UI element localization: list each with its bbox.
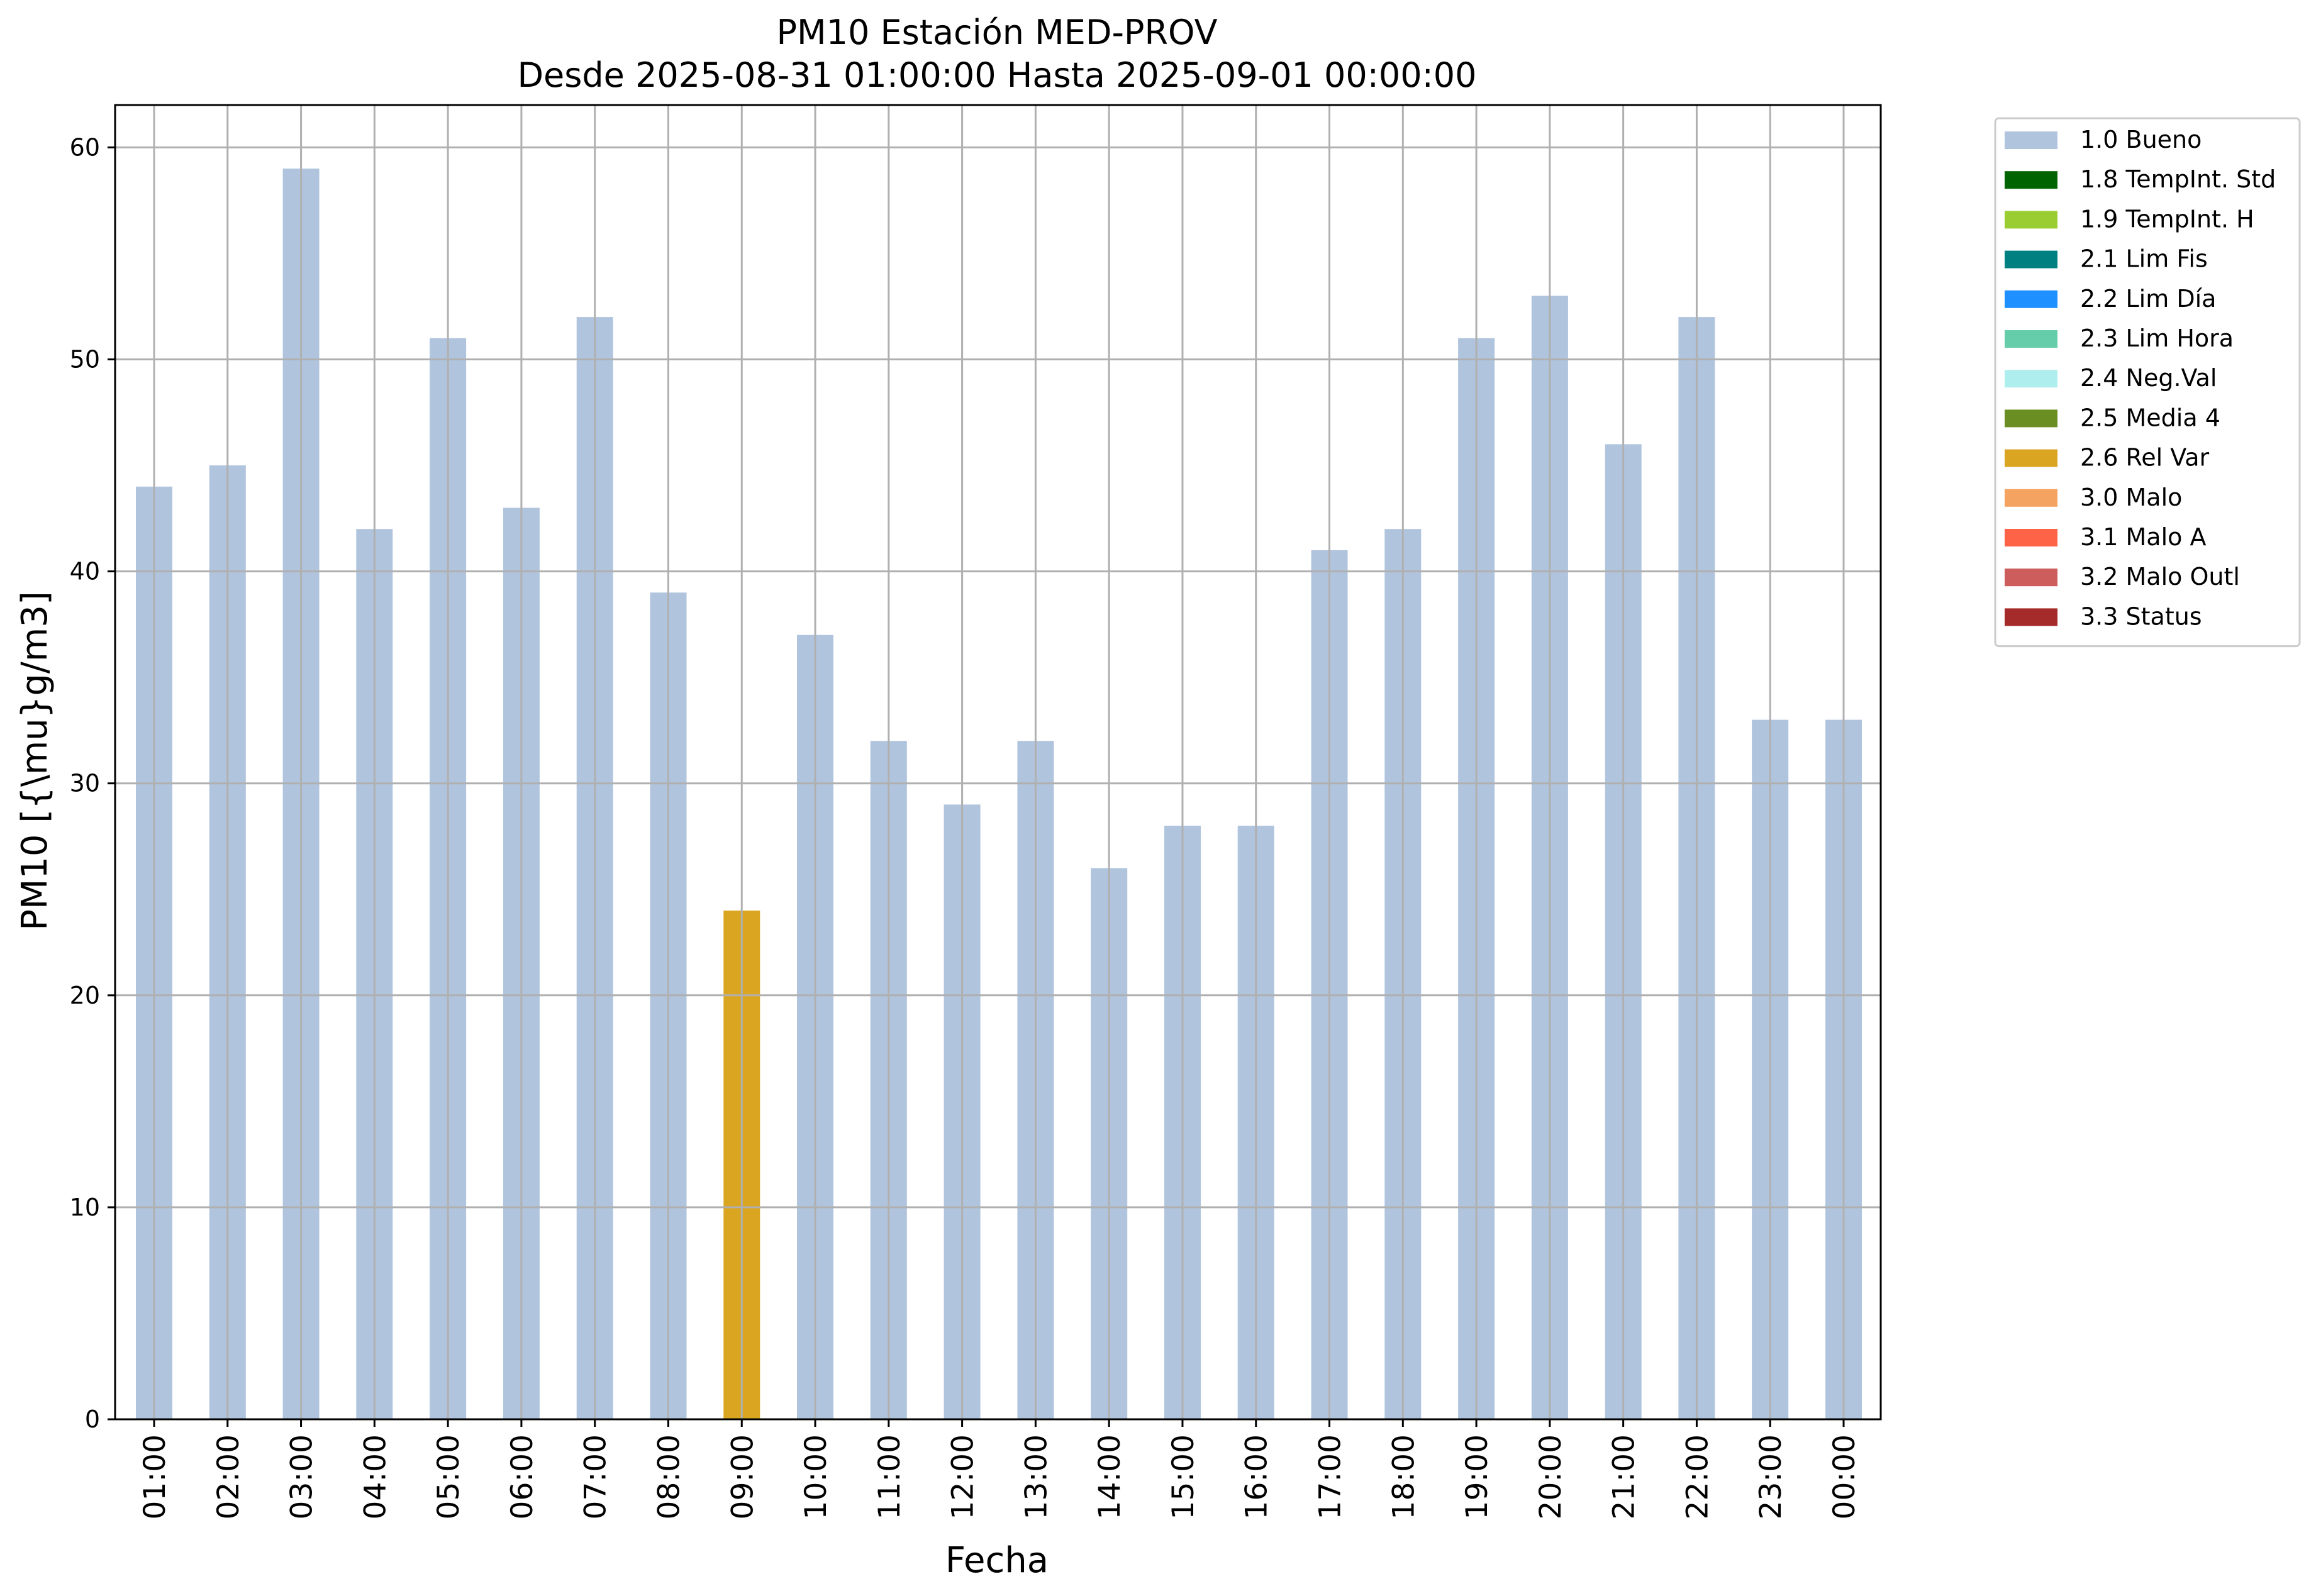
x-tick-label: 04:00	[358, 1434, 392, 1519]
x-tick-label: 13:00	[1019, 1434, 1054, 1519]
x-tick-label: 18:00	[1386, 1434, 1421, 1519]
legend-swatch	[2005, 449, 2057, 467]
x-axis-label: Fecha	[945, 1540, 1049, 1581]
y-tick-label: 30	[70, 770, 100, 797]
x-tick-label: 19:00	[1460, 1434, 1495, 1519]
chart-title-line-2: Desde 2025-08-31 01:00:00 Hasta 2025-09-…	[517, 55, 1476, 95]
legend-label: 2.2 Lim Día	[2080, 285, 2216, 313]
y-tick-label: 40	[70, 558, 100, 585]
legend: 1.0 Bueno 1.8 TempInt. Std 1.9 TempInt. H 2…	[1994, 117, 2301, 648]
legend-swatch	[2005, 529, 2057, 546]
y-tick-label: 20	[70, 982, 100, 1009]
x-tick-label: 03:00	[285, 1434, 320, 1519]
y-tick-label: 10	[70, 1194, 100, 1221]
legend-label: 1.9 TempInt. H	[2080, 205, 2254, 233]
x-tick-label: 17:00	[1313, 1434, 1348, 1519]
x-tick-label: 22:00	[1680, 1434, 1715, 1519]
legend-label: 1.0 Bueno	[2080, 126, 2202, 153]
x-tick-label: 05:00	[431, 1434, 466, 1519]
legend-label: 2.1 Lim Fis	[2080, 245, 2208, 273]
legend-swatch	[2005, 171, 2057, 189]
legend-swatch	[2005, 211, 2057, 229]
x-tick-label: 15:00	[1166, 1434, 1201, 1519]
x-tick-label: 20:00	[1534, 1434, 1568, 1519]
legend-swatch	[2005, 131, 2057, 149]
x-tick-label: 06:00	[505, 1434, 540, 1519]
x-tick-label: 12:00	[946, 1434, 981, 1519]
legend-label: 3.0 Malo	[2080, 484, 2182, 511]
y-axis-label: PM10 [{\mu}g/m3]	[14, 591, 55, 931]
x-tick-label: 02:00	[211, 1434, 246, 1519]
y-tick-label: 0	[85, 1405, 100, 1433]
plot-frame	[114, 104, 1882, 1421]
bars	[136, 169, 1862, 1420]
x-axis-ticks: 01:00 02:00 03:00 04:00 05:00 06:00 07:00 08:00…	[138, 1419, 1862, 1519]
legend-label: 3.3 Status	[2080, 602, 2202, 630]
legend-label: 2.3 Lim Hora	[2080, 324, 2234, 352]
chart-title-line-1: PM10 Estación MED-PROV	[776, 13, 1217, 52]
x-tick-label: 21:00	[1607, 1434, 1642, 1519]
legend-label: 2.5 Media 4	[2080, 404, 2220, 431]
y-tick-label: 50	[70, 346, 100, 374]
y-axis-ticks: 0 10 20 30 40 50 60	[70, 133, 115, 1433]
legend-swatch	[2005, 489, 2057, 507]
legend-label: 2.4 Neg.Val	[2080, 364, 2217, 392]
legend-swatch	[2005, 330, 2057, 348]
y-tick-label: 60	[70, 133, 100, 161]
grid-lines	[115, 105, 1881, 1419]
legend-label: 3.2 Malo Outl	[2080, 563, 2240, 590]
legend-swatch	[2005, 290, 2057, 308]
legend-swatch	[2005, 409, 2057, 428]
x-tick-label: 00:00	[1827, 1434, 1862, 1519]
x-tick-label: 01:00	[138, 1434, 172, 1519]
x-tick-label: 10:00	[799, 1434, 833, 1519]
legend-swatch	[2005, 608, 2057, 626]
legend-swatch	[2005, 250, 2057, 269]
x-tick-label: 23:00	[1754, 1434, 1788, 1519]
legend-swatch	[2005, 370, 2057, 388]
x-tick-label: 09:00	[725, 1434, 760, 1519]
x-tick-label: 11:00	[872, 1434, 907, 1519]
x-tick-label: 16:00	[1240, 1434, 1274, 1519]
x-tick-label: 07:00	[579, 1434, 613, 1519]
legend-label: 2.6 Rel Var	[2080, 444, 2210, 472]
legend-label: 3.1 Malo A	[2080, 523, 2206, 551]
legend-box	[1994, 117, 2301, 648]
x-tick-label: 14:00	[1093, 1434, 1127, 1519]
legend-label: 1.8 TempInt. Std	[2080, 165, 2276, 193]
legend-swatch	[2005, 568, 2057, 587]
x-tick-label: 08:00	[652, 1434, 686, 1519]
